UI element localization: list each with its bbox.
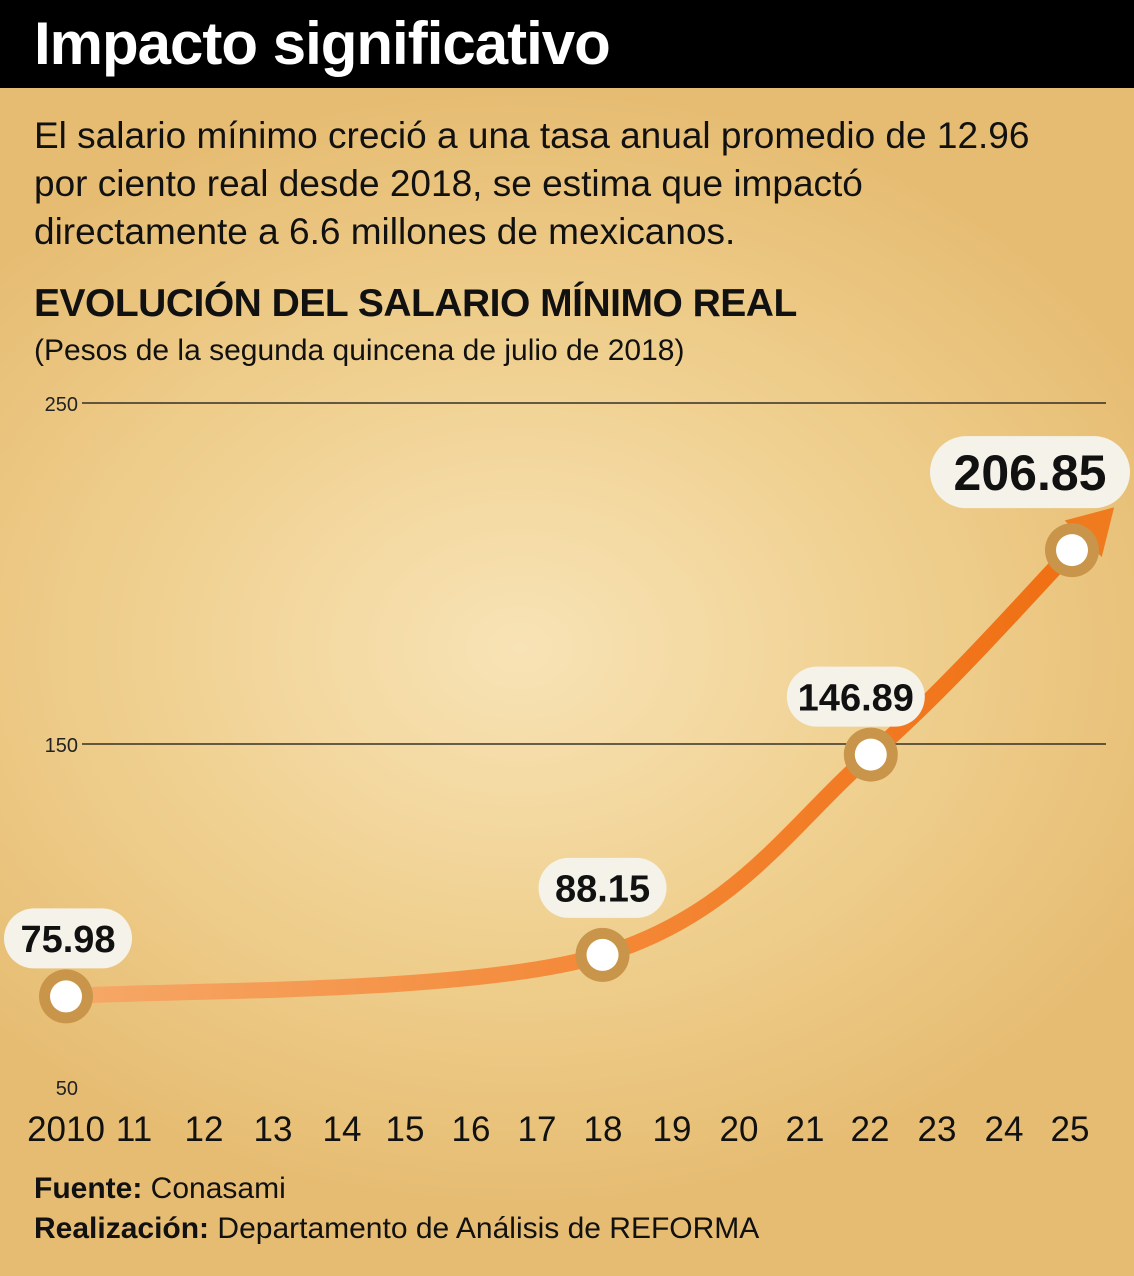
credit-value: Departamento de Análisis de REFORMA bbox=[217, 1212, 760, 1245]
x-tick-label: 24 bbox=[985, 1110, 1024, 1149]
x-tick-label: 20 bbox=[720, 1110, 759, 1149]
x-tick-label: 18 bbox=[584, 1110, 623, 1149]
value-label: 88.15 bbox=[555, 869, 650, 911]
series-line bbox=[58, 542, 1080, 1005]
value-label: 146.89 bbox=[798, 677, 914, 719]
credit-label: Realización: bbox=[34, 1212, 210, 1245]
y-tick-label: 250 bbox=[45, 394, 78, 416]
source-value: Conasami bbox=[150, 1172, 286, 1205]
value-label-bg bbox=[786, 666, 925, 727]
title-bar: Impacto significativo bbox=[0, 0, 1134, 88]
value-label: 206.85 bbox=[954, 445, 1107, 501]
value-label-bg bbox=[538, 857, 667, 918]
x-tick-label: 11 bbox=[116, 1110, 152, 1149]
value-label: 75.98 bbox=[20, 919, 115, 961]
x-tick-label: 25 bbox=[1051, 1110, 1090, 1149]
y-tick-label: 50 bbox=[56, 1078, 78, 1100]
value-label-bg bbox=[930, 436, 1130, 509]
x-tick-label: 14 bbox=[323, 1110, 362, 1149]
x-tick-label: 13 bbox=[254, 1110, 293, 1149]
x-tick-label: 2010 bbox=[27, 1110, 105, 1149]
y-tick-label: 150 bbox=[45, 735, 78, 757]
data-point-center bbox=[586, 938, 619, 971]
x-tick-label: 17 bbox=[518, 1110, 557, 1149]
source-line: Fuente: Conasami bbox=[34, 1172, 286, 1206]
chart-title: EVOLUCIÓN DEL SALARIO MÍNIMO REAL bbox=[34, 282, 797, 325]
x-tick-label: 12 bbox=[185, 1110, 224, 1149]
value-label-bg bbox=[4, 908, 132, 969]
x-tick-label: 22 bbox=[851, 1110, 890, 1149]
x-tick-label: 15 bbox=[386, 1110, 425, 1149]
data-point-center bbox=[854, 738, 887, 771]
description-text: El salario mínimo creció a una tasa anua… bbox=[34, 115, 1030, 252]
chart-unit: (Pesos de la segunda quincena de julio d… bbox=[34, 334, 685, 367]
x-tick-label: 19 bbox=[653, 1110, 692, 1149]
x-tick-label: 21 bbox=[786, 1110, 825, 1149]
source-label: Fuente: bbox=[34, 1172, 143, 1205]
page-title: Impacto significativo bbox=[34, 10, 611, 77]
data-point-center bbox=[1056, 534, 1088, 567]
data-point-center bbox=[50, 980, 82, 1013]
x-tick-label: 23 bbox=[918, 1110, 957, 1149]
x-tick-label: 16 bbox=[452, 1110, 491, 1149]
credit-line: Realización: Departamento de Análisis de… bbox=[34, 1212, 759, 1246]
